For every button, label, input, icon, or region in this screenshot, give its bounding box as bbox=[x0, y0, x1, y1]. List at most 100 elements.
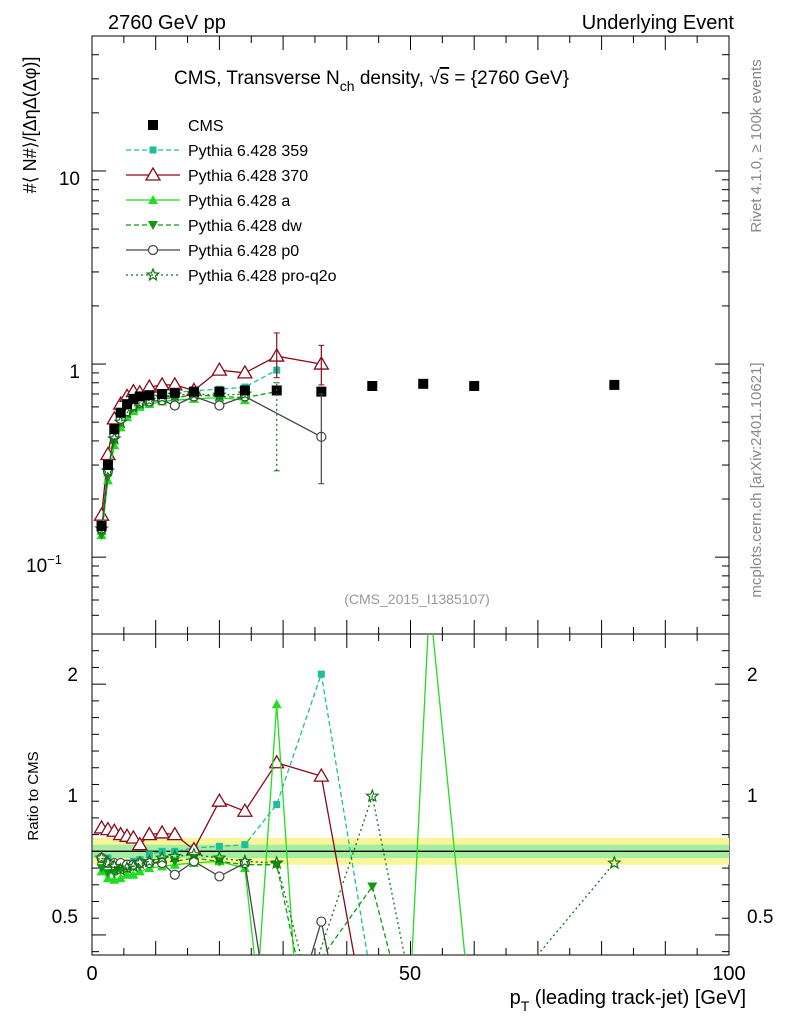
ratio-data-point bbox=[273, 801, 281, 809]
legend-marker bbox=[145, 267, 161, 282]
y-tick-10: 10 bbox=[59, 169, 80, 190]
data-point bbox=[107, 431, 122, 446]
ratio-data-point bbox=[237, 853, 253, 868]
error-bar bbox=[273, 382, 280, 472]
ratio-data-point bbox=[215, 842, 223, 850]
ratio-data-point bbox=[94, 850, 109, 865]
main-title: CMS, Transverse Nch density, √s = {2760 … bbox=[174, 68, 569, 94]
legend-label: Pythia 6.428 370 bbox=[188, 168, 308, 185]
data-point bbox=[128, 393, 139, 404]
data-point bbox=[113, 414, 128, 429]
legend-marker bbox=[148, 221, 158, 230]
data-point bbox=[236, 364, 254, 379]
data-point bbox=[109, 424, 120, 435]
ratio-data-point bbox=[365, 788, 380, 803]
ratio-data-point bbox=[141, 826, 158, 841]
ratio-y-tick-0.5: 0.5 bbox=[52, 907, 78, 928]
legend-label: Pythia 6.428 a bbox=[188, 193, 290, 210]
rivet-label: Rivet 4.1.0, ≥ 100k events bbox=[748, 59, 765, 232]
x-tick-100: 100 bbox=[712, 963, 745, 985]
ratio-data-point bbox=[128, 869, 139, 879]
ratio-data-point bbox=[367, 882, 378, 892]
data-point bbox=[188, 386, 199, 397]
legend: CMS Pythia 6.428 359 Pythia 6.428 370 Pythi… bbox=[126, 118, 337, 285]
ratio-series-pythia-6-428-pro-q2o bbox=[94, 788, 622, 955]
ratio-series-pythia-6-428-370 bbox=[93, 754, 355, 955]
ratio-data-point bbox=[214, 871, 225, 882]
ratio-data-point bbox=[154, 850, 170, 865]
data-point bbox=[214, 400, 225, 411]
ratio-data-point bbox=[316, 916, 327, 927]
data-point bbox=[367, 380, 378, 391]
legend-label: CMS bbox=[188, 118, 224, 135]
data-point bbox=[153, 376, 171, 391]
ratio-plot-frame bbox=[91, 633, 730, 956]
data-point bbox=[214, 386, 225, 397]
data-point bbox=[134, 391, 145, 402]
series-line bbox=[100, 395, 322, 529]
ratio-y-tick-2-right: 2 bbox=[747, 665, 758, 686]
ratio-series-pythia-6-428-a bbox=[96, 634, 466, 955]
ratio-data-point bbox=[109, 869, 120, 879]
data-point bbox=[609, 379, 620, 390]
main-series bbox=[93, 332, 620, 541]
ratio-data-point bbox=[100, 855, 116, 870]
legend-marker bbox=[147, 244, 159, 256]
ratio-series-line bbox=[101, 857, 391, 955]
legend-marker bbox=[148, 195, 158, 204]
ratio-data-point bbox=[153, 824, 171, 839]
ratio-uncertainty-band bbox=[92, 837, 729, 865]
ratio-data-point bbox=[122, 869, 133, 879]
legend-label: Pythia 6.428 p0 bbox=[188, 243, 299, 260]
legend-label: Pythia 6.428 359 bbox=[188, 143, 308, 160]
ratio-data-point bbox=[107, 858, 122, 873]
ratio-data-point bbox=[236, 802, 254, 817]
ratio-series-line bbox=[101, 634, 466, 955]
data-point bbox=[169, 400, 180, 411]
data-point bbox=[102, 460, 113, 471]
data-point bbox=[239, 385, 250, 396]
error-bar bbox=[273, 332, 280, 379]
data-point bbox=[418, 378, 429, 389]
data-point bbox=[144, 390, 155, 401]
ratio-series bbox=[93, 634, 622, 955]
ratio-data-point bbox=[313, 767, 330, 782]
legend-marker bbox=[149, 146, 157, 154]
x-tick-0: 0 bbox=[86, 963, 97, 985]
x-axis-label: pT (leading track-jet) [GeV] bbox=[510, 987, 746, 1014]
data-point bbox=[122, 399, 133, 410]
data-point bbox=[93, 506, 110, 521]
ratio-clip-group bbox=[93, 634, 622, 955]
series-pythia-6-428-p0 bbox=[96, 391, 327, 535]
ratio-y-label: Ratio to CMS bbox=[25, 751, 42, 840]
ratio-data-point bbox=[166, 826, 183, 841]
ratio-data-point bbox=[132, 855, 148, 870]
data-point bbox=[157, 388, 168, 399]
legend-label: Pythia 6.428 pro-q2o bbox=[188, 268, 337, 285]
ratio-data-point bbox=[169, 869, 180, 880]
ratio-y-tick-2: 2 bbox=[67, 665, 78, 686]
ratio-data-point bbox=[142, 853, 157, 868]
error-bar bbox=[318, 344, 325, 386]
y-tick-0.1: 10−1 bbox=[26, 552, 62, 577]
ratio-data-point bbox=[125, 829, 142, 844]
ratio-data-point bbox=[212, 850, 227, 865]
main-y-label: #⟨ N#⟩/[ΔηΔ(Δφ)] bbox=[20, 57, 40, 194]
ratio-data-point bbox=[607, 855, 622, 870]
y-tick-1: 1 bbox=[69, 362, 80, 383]
ratio-data-point bbox=[113, 862, 128, 876]
sqrt-sign: √ bbox=[429, 68, 440, 89]
series-line bbox=[100, 355, 322, 516]
ratio-y-tick-0.5-right: 0.5 bbox=[747, 907, 773, 928]
data-point bbox=[115, 407, 126, 418]
ratio-y-tick-1-right: 1 bbox=[747, 786, 758, 807]
ratio-data-point bbox=[268, 754, 285, 769]
ratio-data-point bbox=[131, 836, 148, 851]
legend-marker bbox=[148, 120, 158, 130]
header-right: Underlying Event bbox=[582, 12, 735, 34]
ratio-series-line bbox=[101, 793, 615, 955]
legend-label: Pythia 6.428 dw bbox=[188, 218, 302, 235]
ratio-data-point bbox=[317, 670, 325, 678]
series-pythia-6-428-370 bbox=[93, 347, 330, 521]
